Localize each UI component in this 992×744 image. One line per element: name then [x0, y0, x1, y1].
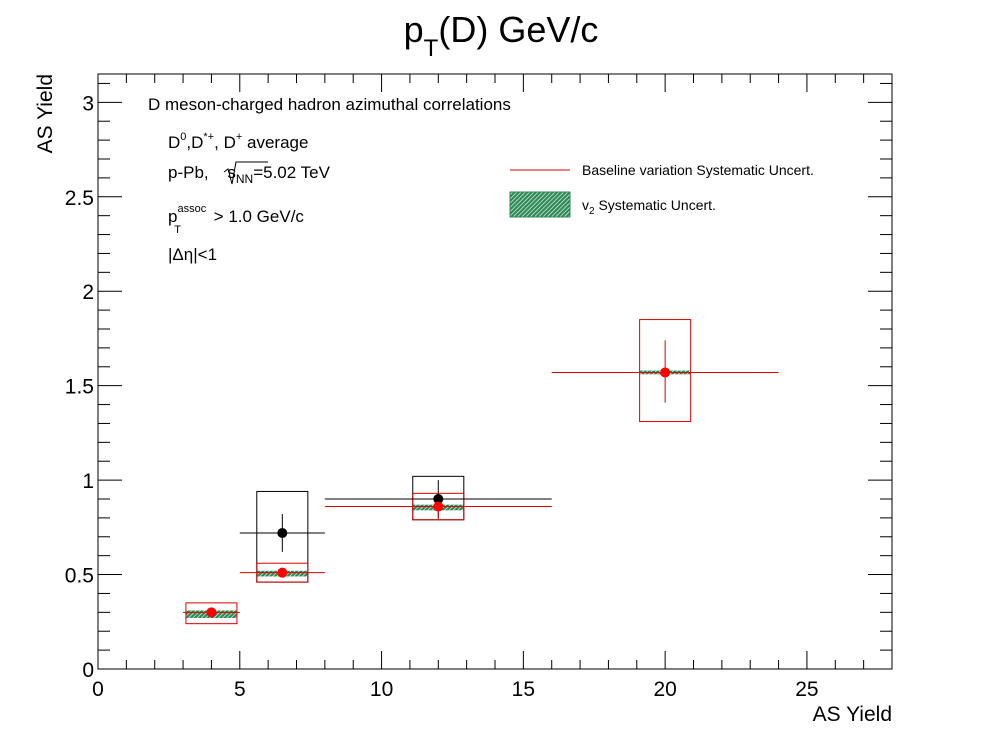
y-tick-label: 0.5 — [65, 565, 94, 588]
systematic-box — [185, 602, 238, 625]
svg-text:p-Pb, sNN=5.02 TeV: p-Pb, sNN=5.02 TeV — [168, 163, 331, 186]
axis-tick-labels: 0 5 10 15 20 25 0 0.5 1 1.5 2 2.5 3 — [65, 92, 819, 701]
data-point — [433, 494, 444, 504]
x-tick-label: 25 — [795, 678, 818, 701]
title-rest: (D) GeV/c — [438, 9, 598, 50]
data-point — [433, 501, 444, 512]
systematic-boxes — [185, 319, 692, 625]
plot-frame — [97, 73, 893, 670]
axis-ticks — [97, 74, 893, 670]
annotation-line1: D meson-charged hadron azimuthal correla… — [148, 95, 511, 114]
x-tick-label: 0 — [92, 678, 104, 701]
y-tick-label: 1.5 — [65, 376, 94, 399]
y-tick-label: 3 — [82, 92, 94, 115]
y-tick-label: 2.5 — [65, 187, 94, 210]
legend-label-baseline: Baseline variation Systematic Uncert. — [582, 162, 814, 178]
y-tick-label: 2 — [82, 281, 94, 304]
title-main: p — [404, 9, 424, 50]
data-point — [660, 367, 671, 378]
data-point — [277, 567, 288, 578]
x-tick-label: 5 — [234, 678, 246, 701]
data-markers — [206, 367, 671, 618]
x-tick-label: 20 — [653, 678, 676, 701]
x-tick-label: 10 — [370, 678, 393, 701]
sqrt-sign — [223, 161, 268, 185]
legend-swatch-v2 — [509, 191, 571, 218]
x-tick-label: 15 — [512, 678, 535, 701]
data-point — [206, 607, 217, 618]
legend-label-v2: v2 Systematic Uncert. — [582, 197, 716, 217]
systematic-box — [639, 319, 692, 423]
annotation-line4: passoc T > 1.0 GeV/c — [168, 203, 304, 236]
y-tick-label: 1 — [82, 470, 94, 493]
annotation-line5: |Δη|<1 — [168, 245, 217, 264]
data-point — [277, 528, 288, 538]
y-tick-label: 0 — [82, 659, 94, 682]
chart-title: pT(D) GeV/c — [404, 9, 599, 62]
title-sub: T — [424, 35, 439, 62]
y-axis-label: AS Yield — [34, 74, 57, 153]
annotation-line3: p-Pb, sNN=5.02 TeV — [168, 161, 331, 186]
x-axis-label: AS Yield — [813, 703, 892, 726]
legend: Baseline variation Systematic Uncert. v2… — [509, 162, 814, 218]
annotation-line2: D0,D*+, D+ average — [168, 131, 308, 152]
